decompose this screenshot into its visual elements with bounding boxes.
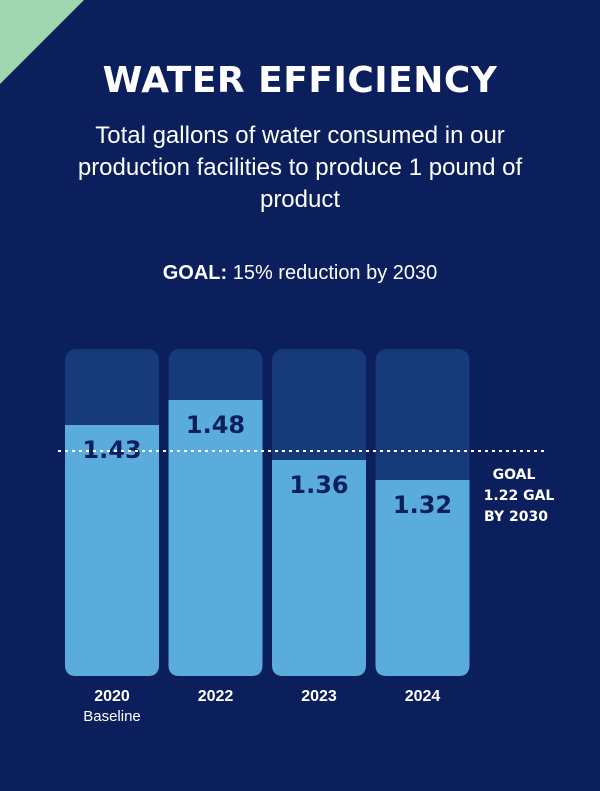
bar-2020 bbox=[65, 425, 159, 676]
bar-value-label: 1.32 bbox=[393, 491, 452, 519]
x-tick-label: 2024 bbox=[405, 688, 441, 705]
x-tick-label: 2023 bbox=[301, 688, 337, 705]
goal-label-line: BY 2030 bbox=[484, 509, 548, 525]
goal-label-line: GOAL bbox=[493, 467, 536, 483]
bar-2024 bbox=[375, 480, 470, 676]
x-tick-sublabel: Baseline bbox=[83, 708, 141, 725]
bar-2023 bbox=[272, 460, 366, 676]
bar-2022 bbox=[168, 400, 263, 676]
bar-value-label: 1.48 bbox=[186, 411, 245, 439]
goal-statement: GOAL: 15% reduction by 2030 bbox=[0, 262, 600, 285]
x-tick-label: 2022 bbox=[198, 688, 234, 705]
bar-value-label: 1.43 bbox=[82, 436, 141, 464]
goal-label-line: 1.22 GAL bbox=[484, 488, 555, 504]
page-subtitle: Total gallons of water consumed in our p… bbox=[77, 122, 523, 213]
x-tick-label: 2020 bbox=[94, 688, 130, 705]
bar-value-label: 1.36 bbox=[289, 471, 348, 499]
page-title: WATER EFFICIENCY bbox=[102, 60, 498, 101]
corner-accent bbox=[0, 0, 84, 84]
goal-text: 15% reduction by 2030 bbox=[227, 262, 438, 284]
goal-prefix: GOAL: bbox=[162, 262, 228, 284]
